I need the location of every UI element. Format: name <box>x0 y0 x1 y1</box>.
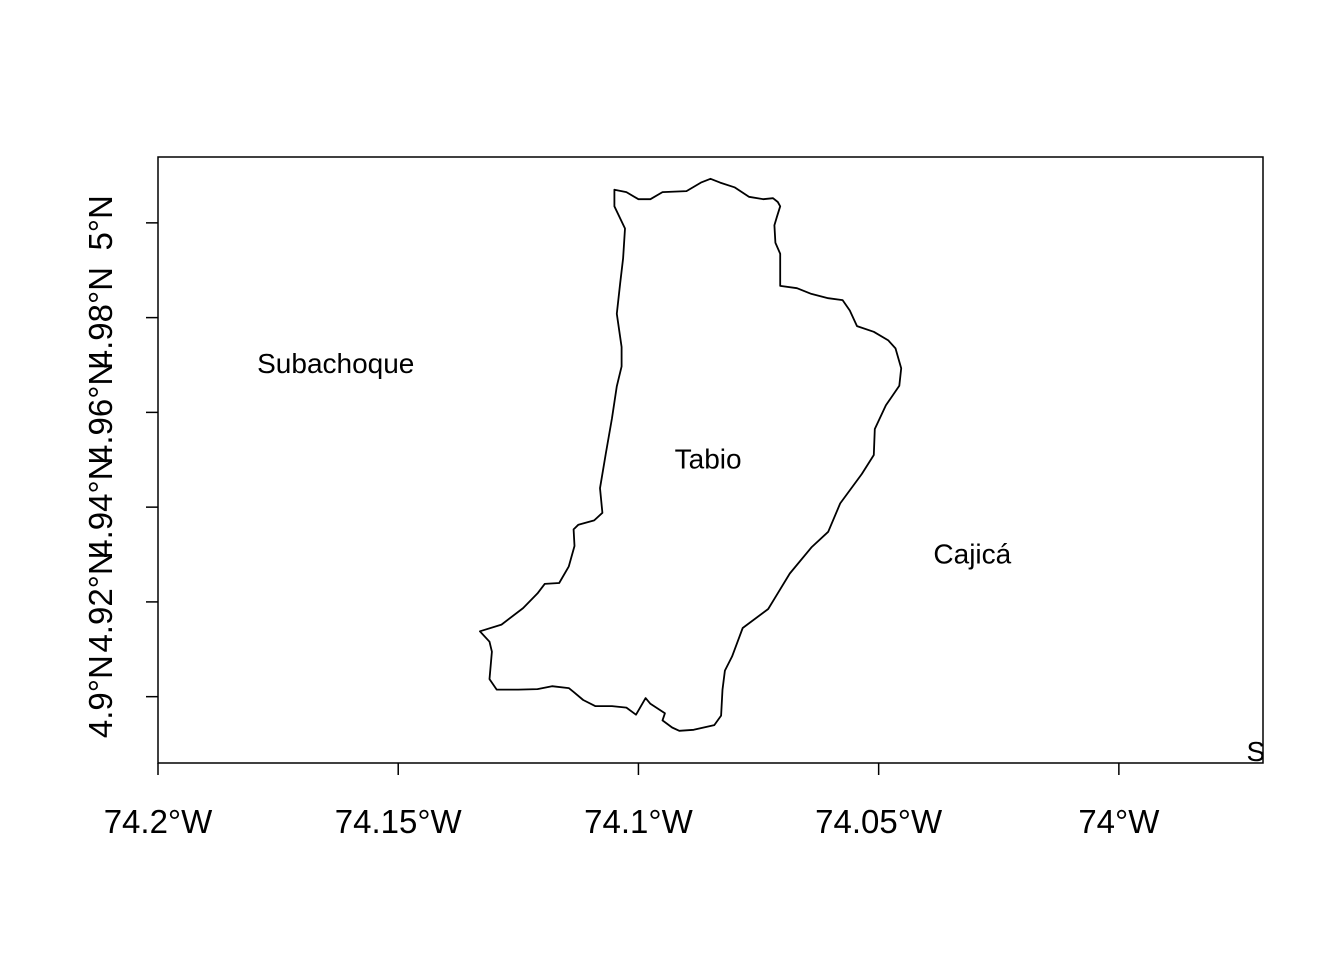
y-tick-label: 4.92°N <box>82 551 119 652</box>
y-tick-label: 4.94°N <box>82 457 119 558</box>
x-axis: 74.2°W 74.15°W 74.1°W 74.05°W 74°W <box>104 763 1160 840</box>
y-tick-label: 4.98°N <box>82 267 119 368</box>
place-label-tabio: Tabio <box>675 443 742 474</box>
place-label-s: S <box>1246 736 1265 767</box>
x-tick-label: 74.05°W <box>815 803 943 840</box>
x-tick-label: 74.1°W <box>584 803 693 840</box>
y-tick-label: 4.9°N <box>82 655 119 738</box>
x-tick-label: 74.2°W <box>104 803 213 840</box>
y-tick-label: 5°N <box>82 195 119 250</box>
place-label-cajicá: Cajicá <box>933 539 1011 570</box>
x-tick-label: 74°W <box>1078 803 1160 840</box>
y-axis: 4.9°N4.92°N4.94°N4.96°N4.98°N 5°N <box>82 195 158 738</box>
place-labels: Subachoque Tabio Cajicá S <box>257 348 1265 767</box>
x-tick-label: 74.15°W <box>335 803 463 840</box>
y-tick-label: 4.96°N <box>82 362 119 463</box>
map-frame <box>157 156 1264 764</box>
place-label-subachoque: Subachoque <box>257 348 414 379</box>
tabio-boundary-polygon <box>479 177 903 732</box>
